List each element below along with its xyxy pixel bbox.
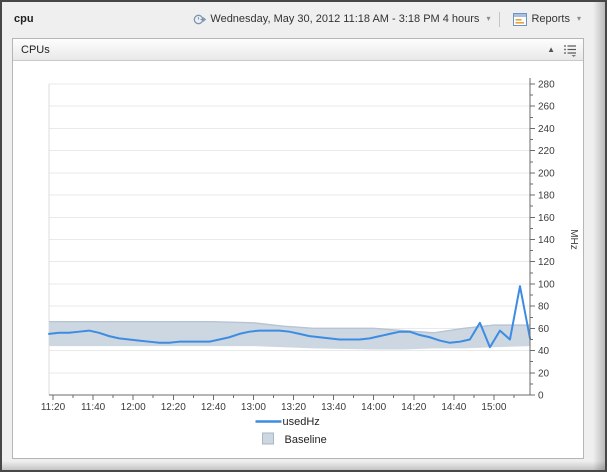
chart-container: 0 20 40 60 80 100 120 140 160 180 200 220 240 260 280 M…: [13, 61, 583, 458]
toolbar: cpu Wednesday, May 30, 2012 11:18 AM - 3…: [2, 2, 591, 36]
panel-title: CPUs: [21, 43, 50, 56]
baseline-band: [49, 320, 530, 350]
svg-text:14:40: 14:40: [441, 402, 466, 413]
svg-text:140: 140: [538, 235, 555, 246]
baseline-legend-label: Baseline: [285, 434, 327, 446]
svg-text:0: 0: [538, 391, 544, 402]
toolbar-divider: [499, 11, 501, 27]
legend-item-baseline[interactable]: Baseline: [262, 432, 327, 446]
collapse-icon[interactable]: ▲: [547, 44, 555, 54]
svg-text:280: 280: [538, 80, 555, 91]
legend-item-usedhz[interactable]: usedHz: [255, 416, 320, 428]
svg-text:20: 20: [538, 368, 550, 379]
svg-text:200: 200: [538, 168, 555, 179]
legend: usedHz Baseline: [255, 416, 327, 446]
svg-text:13:20: 13:20: [281, 402, 306, 413]
svg-text:12:20: 12:20: [161, 402, 186, 413]
x-tick-labels: 11:20 11:40 12:00 12:20 12:40 13:00 13:20 13:40…: [41, 402, 507, 413]
svg-text:11:40: 11:40: [81, 402, 106, 413]
svg-text:180: 180: [538, 191, 555, 202]
svg-text:15:00: 15:00: [481, 402, 506, 413]
svg-text:14:20: 14:20: [401, 402, 426, 413]
svg-text:13:40: 13:40: [321, 402, 346, 413]
svg-text:120: 120: [538, 257, 555, 268]
window-edge-shade-right: [593, 2, 605, 470]
svg-text:60: 60: [538, 324, 550, 335]
y-gridlines: [49, 83, 530, 374]
svg-text:260: 260: [538, 102, 555, 113]
chevron-down-icon: ▾: [576, 14, 581, 23]
svg-text:240: 240: [538, 124, 555, 135]
svg-text:14:00: 14:00: [361, 402, 386, 413]
cpu-usage-chart[interactable]: 0 20 40 60 80 100 120 140 160 180 200 220 240 260 280 M…: [13, 61, 583, 458]
window-edge-shade-bottom: [2, 461, 605, 470]
axes: [49, 78, 535, 400]
baseline-legend-swatch: [262, 432, 274, 445]
svg-text:12:40: 12:40: [201, 402, 226, 413]
svg-text:40: 40: [538, 346, 550, 357]
usedhz-legend-label: usedHz: [283, 416, 320, 428]
panel-options-icon[interactable]: [563, 43, 577, 57]
clock-arrow-icon: [193, 13, 207, 26]
y-tick-labels: 0 20 40 60 80 100 120 140 160 180 200 220 240 260 280: [538, 80, 555, 402]
svg-text:80: 80: [538, 302, 550, 313]
time-range-label: Wednesday, May 30, 2012 11:18 AM - 3:18 …: [210, 13, 480, 25]
report-icon: [513, 12, 528, 26]
cpus-panel: CPUs ▲ 0 20 40 60 80 100 120 140 160 180: [12, 38, 584, 459]
svg-text:13:00: 13:00: [241, 402, 266, 413]
svg-text:11:20: 11:20: [41, 402, 66, 413]
y-axis-title: MHz: [568, 229, 579, 250]
time-range-selector[interactable]: Wednesday, May 30, 2012 11:18 AM - 3:18 …: [193, 13, 490, 26]
page-title: cpu: [14, 13, 34, 25]
reports-label: Reports: [531, 13, 570, 25]
svg-text:220: 220: [538, 146, 555, 157]
cpus-panel-header[interactable]: CPUs ▲: [13, 39, 583, 61]
svg-text:100: 100: [538, 279, 555, 290]
chevron-down-icon: ▾: [486, 14, 491, 23]
reports-button[interactable]: Reports ▾: [509, 11, 585, 28]
svg-text:160: 160: [538, 213, 555, 224]
usedhz-line: [48, 285, 531, 349]
svg-text:12:00: 12:00: [121, 402, 146, 413]
